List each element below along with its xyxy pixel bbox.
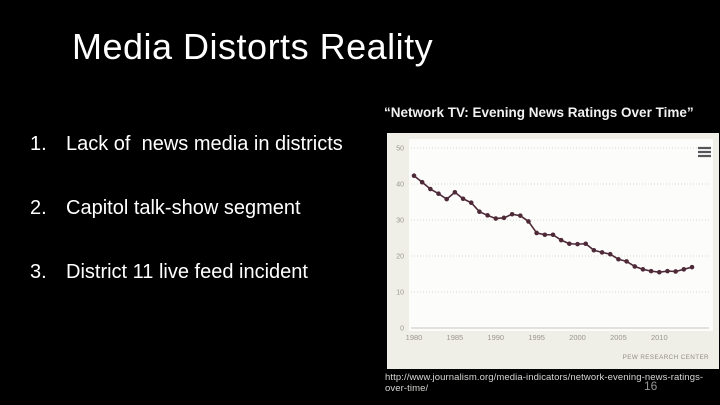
x-axis-label: 1985 [447, 333, 464, 342]
chart-heading: “Network TV: Evening News Ratings Over T… [384, 105, 694, 120]
source-url: http://www.journalism.org/media-indicato… [385, 372, 704, 394]
data-point [436, 191, 441, 197]
y-axis-label: 20 [396, 254, 404, 261]
list-item-number: 1. [30, 133, 47, 155]
y-axis-label: 40 [396, 182, 404, 189]
list-item-number: 3. [30, 261, 47, 283]
data-point [575, 241, 580, 247]
x-axis-label: 1990 [487, 333, 504, 342]
data-point [485, 213, 490, 218]
plot-area [409, 139, 713, 331]
data-point [542, 232, 548, 238]
data-point [526, 219, 531, 224]
x-axis-label: 1980 [406, 333, 423, 342]
data-point [468, 200, 474, 206]
data-point [444, 196, 450, 202]
y-axis-label: 50 [396, 146, 404, 153]
data-point [640, 267, 646, 272]
data-point [419, 179, 425, 185]
page-number: 16 [644, 379, 658, 393]
list-item: 2. Capitol talk-show segment [30, 196, 385, 221]
x-axis-label: 1995 [528, 333, 545, 342]
data-point [501, 215, 507, 221]
hamburger-icon[interactable] [698, 146, 711, 158]
y-axis-label: 10 [396, 290, 404, 297]
data-point [428, 186, 433, 192]
data-point [599, 250, 605, 255]
list-item-text: District 11 live feed incident [66, 261, 308, 283]
list-item: 3. District 11 live feed incident [30, 260, 385, 285]
list-item: 1. Lack of news media in districts [30, 132, 385, 157]
list-item-text: Capitol talk-show segment [66, 197, 301, 219]
data-point [550, 232, 556, 238]
data-point [509, 211, 515, 217]
data-point [648, 268, 654, 274]
slide-title: Media Distorts Reality [72, 26, 434, 67]
data-point [616, 256, 621, 262]
list-item-number: 2. [30, 197, 47, 219]
data-point [624, 259, 629, 264]
data-point [656, 269, 662, 275]
data-point [632, 264, 638, 269]
x-axis-label: 2010 [651, 333, 668, 342]
x-axis-label: 2005 [610, 333, 627, 342]
list-item-text: Lack of news media in districts [66, 133, 343, 155]
data-point [460, 196, 466, 202]
data-point [673, 269, 678, 274]
chart-source-label: PEW RESEARCH CENTER [623, 354, 709, 361]
data-point [534, 230, 539, 236]
data-point [583, 241, 589, 247]
numbered-list: 1. Lack of news media in districts 2. Ca… [30, 132, 385, 324]
data-point [558, 237, 564, 243]
data-point [452, 189, 458, 195]
data-point [681, 267, 687, 272]
data-point [607, 251, 613, 257]
data-point [493, 216, 499, 221]
y-axis-label: 0 [400, 326, 404, 333]
ratings-chart-svg: 0 10 20 30 40 50 1980 1985 1990 1995 2000 2005 2010 P… [396, 139, 713, 361]
data-point [689, 264, 695, 270]
data-point [477, 209, 482, 215]
y-axis-label: 30 [396, 218, 404, 225]
data-point [567, 241, 572, 247]
x-axis-label: 2000 [569, 333, 586, 342]
data-point [591, 247, 597, 253]
data-point [665, 268, 670, 274]
data-point [517, 213, 523, 218]
ratings-chart: 0 10 20 30 40 50 1980 1985 1990 1995 2000 2005 2010 P… [387, 133, 719, 369]
data-point [411, 173, 417, 179]
